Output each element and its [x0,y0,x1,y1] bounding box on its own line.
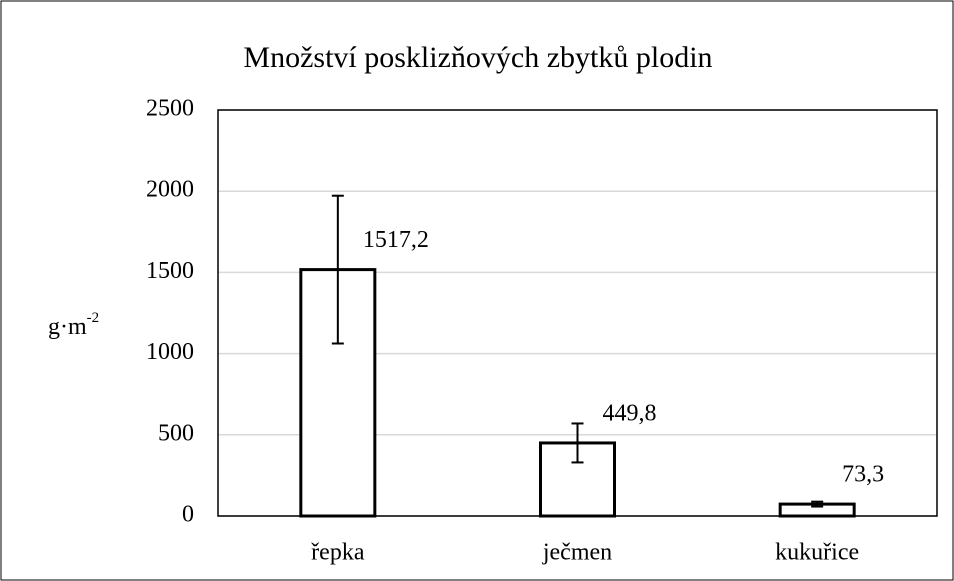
y-tick-label: 0 [182,502,194,528]
x-tick-label: ječmen [542,540,612,566]
value-label: 73,3 [842,462,884,488]
x-tick-label: kukuřice [775,540,859,566]
y-axis-label: g·m-2 [48,310,99,339]
y-axis-label-base: g·m [48,314,87,340]
y-tick-label: 500 [158,420,194,446]
y-tick-label: 1000 [146,339,194,365]
y-tick-label: 2000 [146,177,194,203]
chart-title: Množství posklizňových zbytků plodin [243,41,712,74]
y-tick-label: 2500 [146,96,194,122]
value-label: 1517,2 [363,227,429,253]
y-tick-label: 1500 [146,258,194,284]
x-tick-label: řepka [311,540,365,566]
value-label: 449,8 [603,400,657,426]
y-axis-label-exponent: -2 [87,310,100,326]
